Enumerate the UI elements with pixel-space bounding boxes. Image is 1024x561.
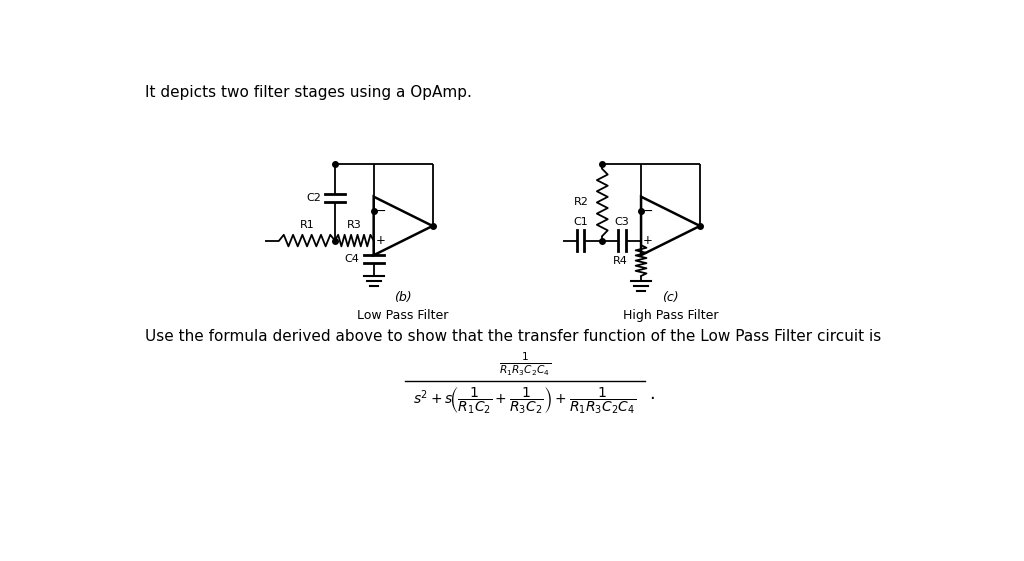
Text: C4: C4 xyxy=(345,254,359,264)
Text: C3: C3 xyxy=(614,217,629,227)
Text: +: + xyxy=(643,234,653,247)
Text: R4: R4 xyxy=(613,256,628,265)
Text: Low Pass Filter: Low Pass Filter xyxy=(357,309,449,322)
Text: +: + xyxy=(376,234,386,247)
Text: C2: C2 xyxy=(306,193,321,203)
Text: (c): (c) xyxy=(663,291,679,304)
Text: −: − xyxy=(376,205,386,218)
Text: Use the formula derived above to show that the transfer function of the Low Pass: Use the formula derived above to show th… xyxy=(145,329,882,343)
Text: −: − xyxy=(643,205,653,218)
Text: R2: R2 xyxy=(574,197,589,208)
Text: It depicts two filter stages using a OpAmp.: It depicts two filter stages using a OpA… xyxy=(145,85,472,100)
Text: R3: R3 xyxy=(347,220,361,230)
Text: C1: C1 xyxy=(573,217,588,227)
Text: (b): (b) xyxy=(394,291,412,304)
Text: R1: R1 xyxy=(300,220,314,230)
Text: .: . xyxy=(649,385,654,403)
Text: High Pass Filter: High Pass Filter xyxy=(623,309,718,322)
Text: $s^2 + s\!\left(\dfrac{1}{R_1 C_2} + \dfrac{1}{R_3 C_2}\right) + \dfrac{1}{R_1 R: $s^2 + s\!\left(\dfrac{1}{R_1 C_2} + \df… xyxy=(414,385,636,416)
Text: $\frac{1}{R_1 R_3 C_2 C_4}$: $\frac{1}{R_1 R_3 C_2 C_4}$ xyxy=(499,351,551,379)
